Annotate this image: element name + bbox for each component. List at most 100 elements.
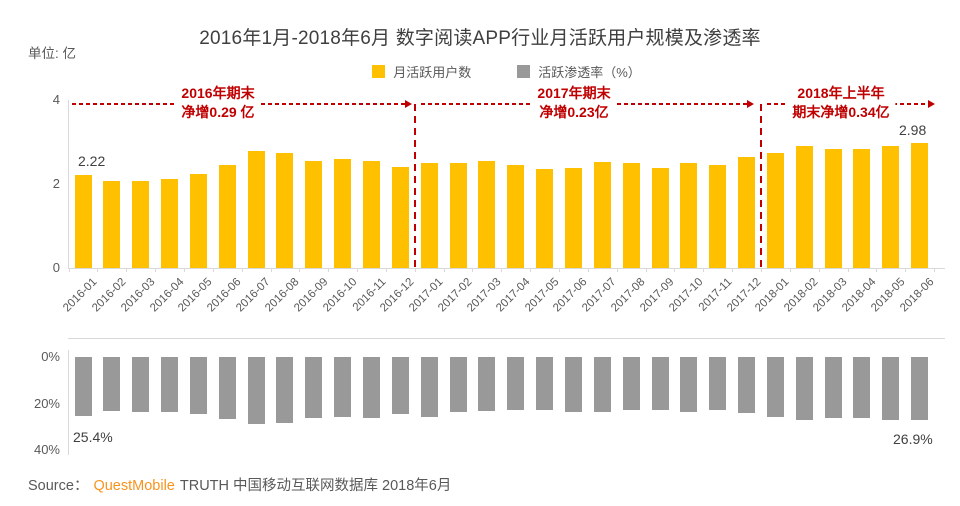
penetration-bar xyxy=(420,357,438,417)
category-axis-tick xyxy=(414,268,416,272)
penetration-bar xyxy=(363,357,380,419)
mau-bar xyxy=(391,166,409,268)
penetration-bar xyxy=(103,357,121,411)
annotation-2017-net-increase: 2017年期末 净增0.23亿 xyxy=(531,84,617,122)
penetration-legend-swatch-icon xyxy=(517,65,531,78)
source-prefix: Source： xyxy=(28,478,89,494)
category-axis-tick xyxy=(587,268,589,272)
legend: 月活跃用户数 活跃渗透率（%） xyxy=(68,62,945,81)
mau-bar xyxy=(824,148,842,268)
mau-bar xyxy=(593,162,611,268)
mau-bar xyxy=(305,161,323,268)
arrow-right-icon xyxy=(405,100,412,108)
mau-bar xyxy=(449,163,467,268)
chart-title: 2016年1月-2018年6月 数字阅读APP行业月活跃用户规模及渗透率 xyxy=(199,28,761,49)
mau-first-value-label: 2.22 xyxy=(78,153,106,169)
arrow-right-icon xyxy=(747,100,754,108)
annotation-line: 2016年期末 xyxy=(181,85,255,101)
annotation-line: 2017年期末 xyxy=(537,85,611,101)
category-axis-tick xyxy=(97,268,99,272)
mau-bar xyxy=(507,164,525,268)
penetration-bar xyxy=(276,357,294,424)
unit-label: 单位: 亿 xyxy=(28,46,77,61)
category-axis-tick xyxy=(501,268,503,272)
top-chart-y-axis-line xyxy=(68,100,69,268)
penetration-bar xyxy=(334,357,352,418)
annotation-line: 净增0.23亿 xyxy=(539,104,609,120)
source-brand: QuestMobile xyxy=(93,478,175,494)
penetration-bar xyxy=(622,357,640,411)
penetration-bar xyxy=(218,357,236,420)
penetration-bar xyxy=(449,357,467,413)
penetration-bar xyxy=(507,357,525,411)
top-chart-y-tick-label: 0 xyxy=(52,260,60,275)
category-axis-tick xyxy=(847,268,849,272)
penetration-bar xyxy=(709,357,727,411)
penetration-bar xyxy=(824,357,842,419)
category-axis-tick xyxy=(212,268,214,272)
category-axis-tick xyxy=(760,268,762,272)
annotation-line: 2018年上半年 xyxy=(797,85,885,101)
mau-bar xyxy=(795,146,813,268)
mau-bar xyxy=(74,174,92,268)
mau-bar xyxy=(853,148,871,268)
mau-bar xyxy=(680,163,698,268)
penetration-bar xyxy=(305,357,323,419)
category-axis-tick xyxy=(905,268,907,272)
penetration-bar xyxy=(593,357,611,412)
penetration-first-value-label: 25.4% xyxy=(73,429,113,445)
category-axis-tick xyxy=(183,268,185,272)
source-line: Source： QuestMobile TRUTH 中国移动互联网数据库 2018年… xyxy=(28,474,451,495)
penetration-bar xyxy=(651,357,669,411)
mau-bar xyxy=(218,165,236,268)
year-divider-2017-2018 xyxy=(760,104,762,268)
penetration-bar xyxy=(536,357,554,411)
annotation-2018-net-increase: 2018年上半年 期末净增0.34亿 xyxy=(786,84,896,122)
mau-bar xyxy=(334,158,352,268)
top-chart-y-tick-label: 2 xyxy=(52,176,60,191)
mau-last-value-label: 2.98 xyxy=(899,122,927,138)
bottom-chart-y-tick-label: 40% xyxy=(33,442,60,457)
category-axis-tick xyxy=(126,268,128,272)
mau-bar xyxy=(622,162,640,268)
category-axis-tick xyxy=(789,268,791,272)
category-axis-tick xyxy=(934,268,936,272)
category-axis-tick xyxy=(616,268,618,272)
penetration-bar xyxy=(911,357,929,420)
mau-bar xyxy=(161,179,179,268)
category-axis-tick xyxy=(270,268,272,272)
category-axis-tick xyxy=(559,268,561,272)
legend-label-penetration: 活跃渗透率（%） xyxy=(538,65,641,80)
legend-item-mau: 月活跃用户数 xyxy=(372,62,471,81)
mau-bar xyxy=(478,160,496,268)
annotation-line: 净增0.29 亿 xyxy=(181,104,255,120)
mau-bar xyxy=(651,168,669,268)
category-axis-tick xyxy=(472,268,474,272)
category-axis-tick xyxy=(241,268,243,272)
category-axis-tick xyxy=(443,268,445,272)
penetration-bar xyxy=(766,357,784,417)
category-axis-tick xyxy=(530,268,532,272)
penetration-bar xyxy=(738,357,756,414)
category-axis-tick xyxy=(328,268,330,272)
penetration-bar xyxy=(564,357,582,412)
mau-bar xyxy=(189,174,207,268)
category-axis-tick xyxy=(357,268,359,272)
penetration-bar xyxy=(680,357,698,412)
category-axis-tick xyxy=(155,268,157,272)
annotation-line: 期末净增0.34亿 xyxy=(792,104,890,120)
penetration-bar xyxy=(132,357,150,412)
year-divider-2016-2017 xyxy=(414,104,416,268)
category-axis-tick xyxy=(299,268,301,272)
bottom-chart-y-tick-label: 0% xyxy=(41,349,60,364)
mau-bar xyxy=(911,142,929,268)
legend-item-penetration: 活跃渗透率（%） xyxy=(517,62,641,81)
top-chart-x-axis-line xyxy=(68,268,945,269)
mau-bar xyxy=(709,165,727,268)
penetration-bar xyxy=(882,357,900,420)
penetration-bar xyxy=(391,357,409,415)
penetration-bar xyxy=(247,357,265,425)
mau-bar xyxy=(766,152,784,268)
category-axis-tick xyxy=(68,268,70,272)
